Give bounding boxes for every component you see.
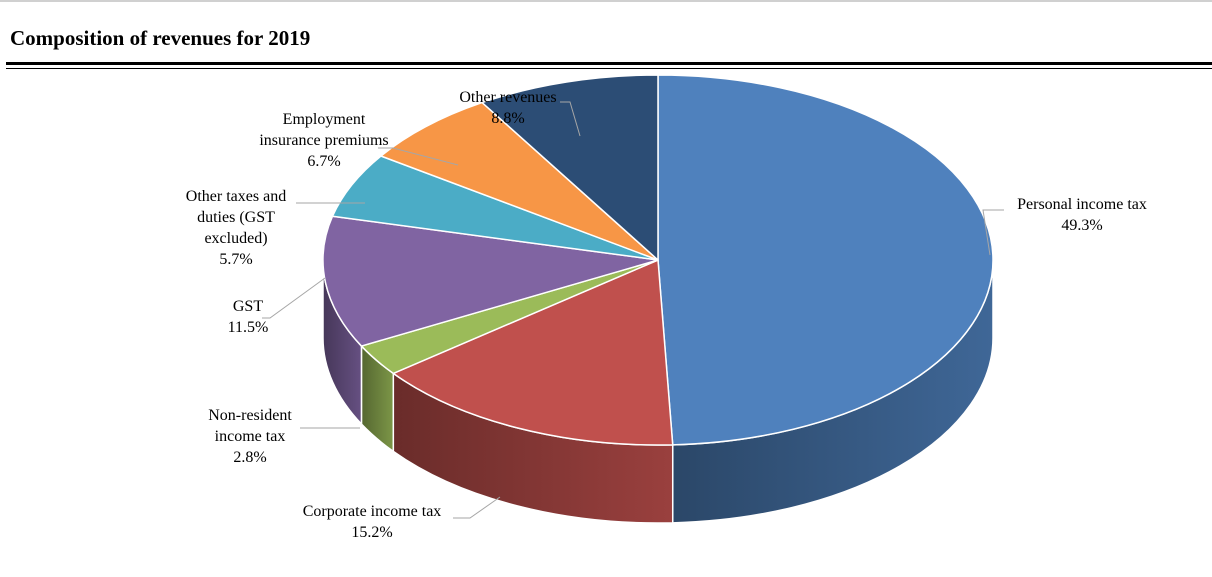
- pie-slice-personal-income-tax: [657, 74, 994, 446]
- pie-slice-corporate-income-tax: [391, 258, 674, 446]
- slice-name-label: Other taxes and: [186, 188, 286, 205]
- slice-label-other-revenues: Other revenues 8.8%: [459, 89, 556, 127]
- slice-label-gst: GST 11.5%: [228, 298, 269, 336]
- slice-name-label: duties (GST: [197, 209, 275, 226]
- slice-name-label: GST: [233, 298, 263, 315]
- top-border: [0, 0, 1212, 2]
- slice-value-label: 8.8%: [491, 110, 524, 127]
- pie-slice-gst: [322, 215, 659, 347]
- slice-name-label: Corporate income tax: [303, 503, 442, 520]
- pie-slice-employment-insurance-premiums: [379, 101, 659, 261]
- slice-label-non-resident-income-tax: Non-resident income tax 2.8%: [208, 407, 292, 466]
- pie-top-faces: [322, 74, 994, 446]
- leader-line-other-revenues: [560, 101, 581, 137]
- slice-value-label: 6.7%: [307, 153, 340, 170]
- slice-value-label: 49.3%: [1061, 217, 1102, 234]
- title-underline-thin: [6, 68, 1212, 69]
- slice-labels: Personal income tax 49.3% Corporate income…: [186, 89, 1147, 541]
- slice-value-label: 5.7%: [219, 251, 252, 268]
- slice-label-other-taxes-and-duties-gst-excluded: Other taxes and duties (GST excluded) 5.7%: [186, 188, 286, 268]
- slice-name-label: income tax: [215, 428, 286, 445]
- slice-name-label: Employment: [283, 111, 366, 128]
- leader-line-employment-insurance-premiums: [378, 147, 459, 166]
- leader-line-corporate-income-tax: [453, 496, 501, 519]
- pie-slice-other-revenues: [480, 74, 659, 262]
- slice-value-label: 2.8%: [233, 449, 266, 466]
- title-underline-thick: [6, 62, 1212, 65]
- slice-label-corporate-income-tax: Corporate income tax 15.2%: [303, 503, 442, 541]
- slice-value-label: 11.5%: [228, 319, 269, 336]
- slice-name-label: Other revenues: [459, 89, 556, 106]
- slice-name-label: excluded): [204, 230, 267, 247]
- slice-name-label: Non-resident: [208, 407, 292, 424]
- slice-label-personal-income-tax: Personal income tax 49.3%: [1017, 196, 1147, 234]
- slice-name-label: insurance premiums: [259, 132, 388, 149]
- slice-label-employment-insurance-premiums: Employment insurance premiums 6.7%: [259, 111, 388, 170]
- leader-line-gst: [262, 277, 326, 319]
- slice-value-label: 15.2%: [351, 524, 392, 541]
- slice-name-label: Personal income tax: [1017, 196, 1147, 213]
- chart-title: Composition of revenues for 2019: [10, 26, 311, 50]
- leader-line-personal-income-tax: [982, 209, 1004, 256]
- leader-lines: [262, 101, 1004, 519]
